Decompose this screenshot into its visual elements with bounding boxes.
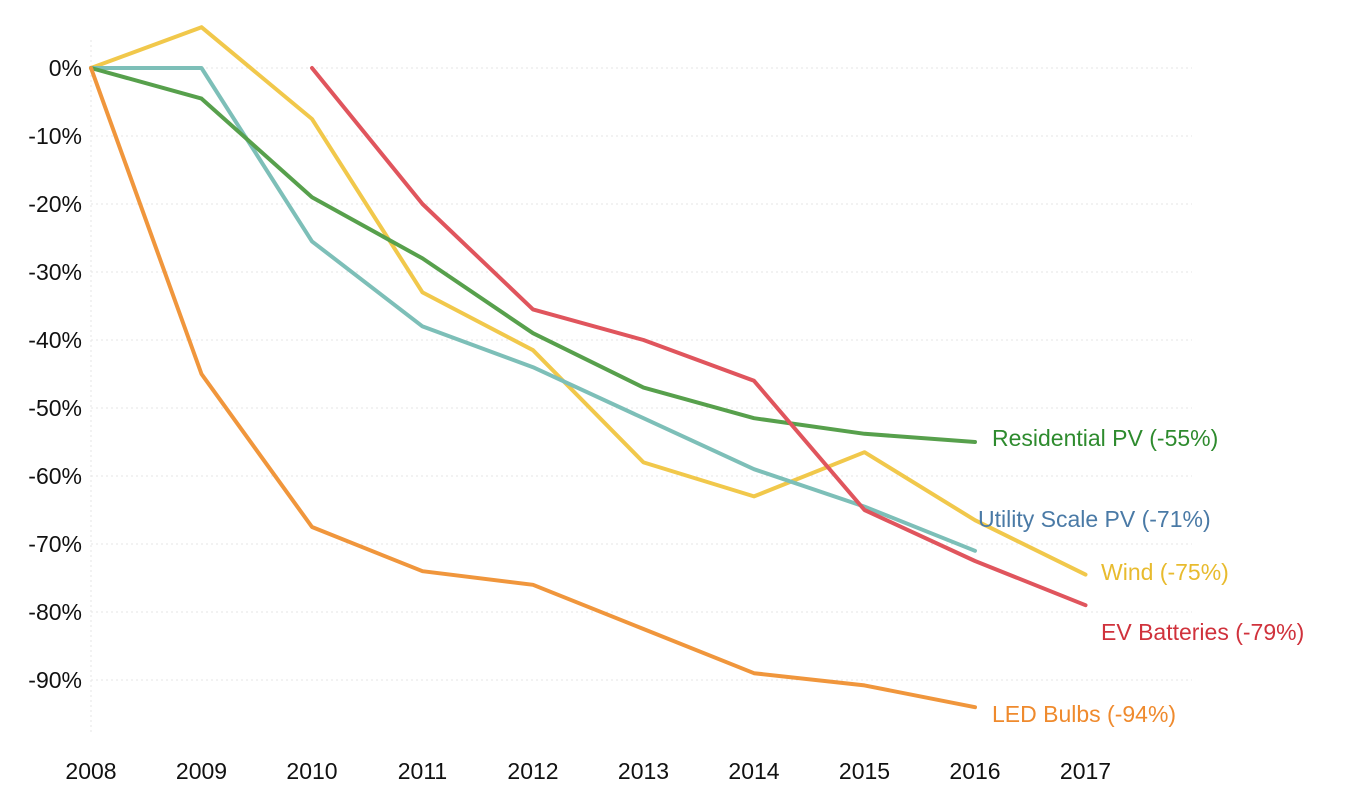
series-label-residential-pv: Residential PV (-55%) <box>992 425 1218 451</box>
x-axis-ticks: 2008 2009 2010 2011 2012 2013 2014 2015 2016 2017 <box>65 758 1111 784</box>
series-line-ev-batteries <box>310 66 1088 608</box>
x-tick-label: 2015 <box>839 758 890 784</box>
y-tick-label: -30% <box>28 259 82 285</box>
series-line-utility-scale-pv <box>89 66 977 553</box>
series-label-wind: Wind (-75%) <box>1101 559 1229 585</box>
series-label-utility-scale-pv: Utility Scale PV (-71%) <box>978 506 1211 532</box>
series-labels: Wind (-75%) Utility Scale PV (-71%) Reside… <box>978 425 1304 727</box>
series-line-wind <box>89 25 1088 577</box>
y-tick-label: -50% <box>28 395 82 421</box>
x-tick-label: 2017 <box>1060 758 1111 784</box>
y-tick-label: 0% <box>49 55 82 81</box>
x-tick-label: 2010 <box>286 758 337 784</box>
series-line-led-bulbs <box>89 66 977 710</box>
series-layer <box>89 25 1088 710</box>
x-tick-label: 2009 <box>176 758 227 784</box>
x-tick-label: 2016 <box>949 758 1000 784</box>
y-axis-ticks: 0% -10% -20% -30% -40% -50% -60% -70% -80% -90% <box>28 55 82 693</box>
x-tick-label: 2014 <box>728 758 779 784</box>
x-tick-label: 2011 <box>398 758 447 784</box>
y-tick-label: -20% <box>28 191 82 217</box>
y-tick-label: -90% <box>28 667 82 693</box>
y-tick-label: -80% <box>28 599 82 625</box>
series-line-residential-pv <box>89 66 977 444</box>
x-tick-label: 2008 <box>65 758 116 784</box>
x-tick-label: 2013 <box>618 758 669 784</box>
y-tick-label: -10% <box>28 123 82 149</box>
y-tick-label: -70% <box>28 531 82 557</box>
y-tick-label: -40% <box>28 327 82 353</box>
x-tick-label: 2012 <box>507 758 558 784</box>
series-label-led-bulbs: LED Bulbs (-94%) <box>992 701 1176 727</box>
y-tick-label: -60% <box>28 463 82 489</box>
series-label-ev-batteries: EV Batteries (-79%) <box>1101 619 1304 645</box>
